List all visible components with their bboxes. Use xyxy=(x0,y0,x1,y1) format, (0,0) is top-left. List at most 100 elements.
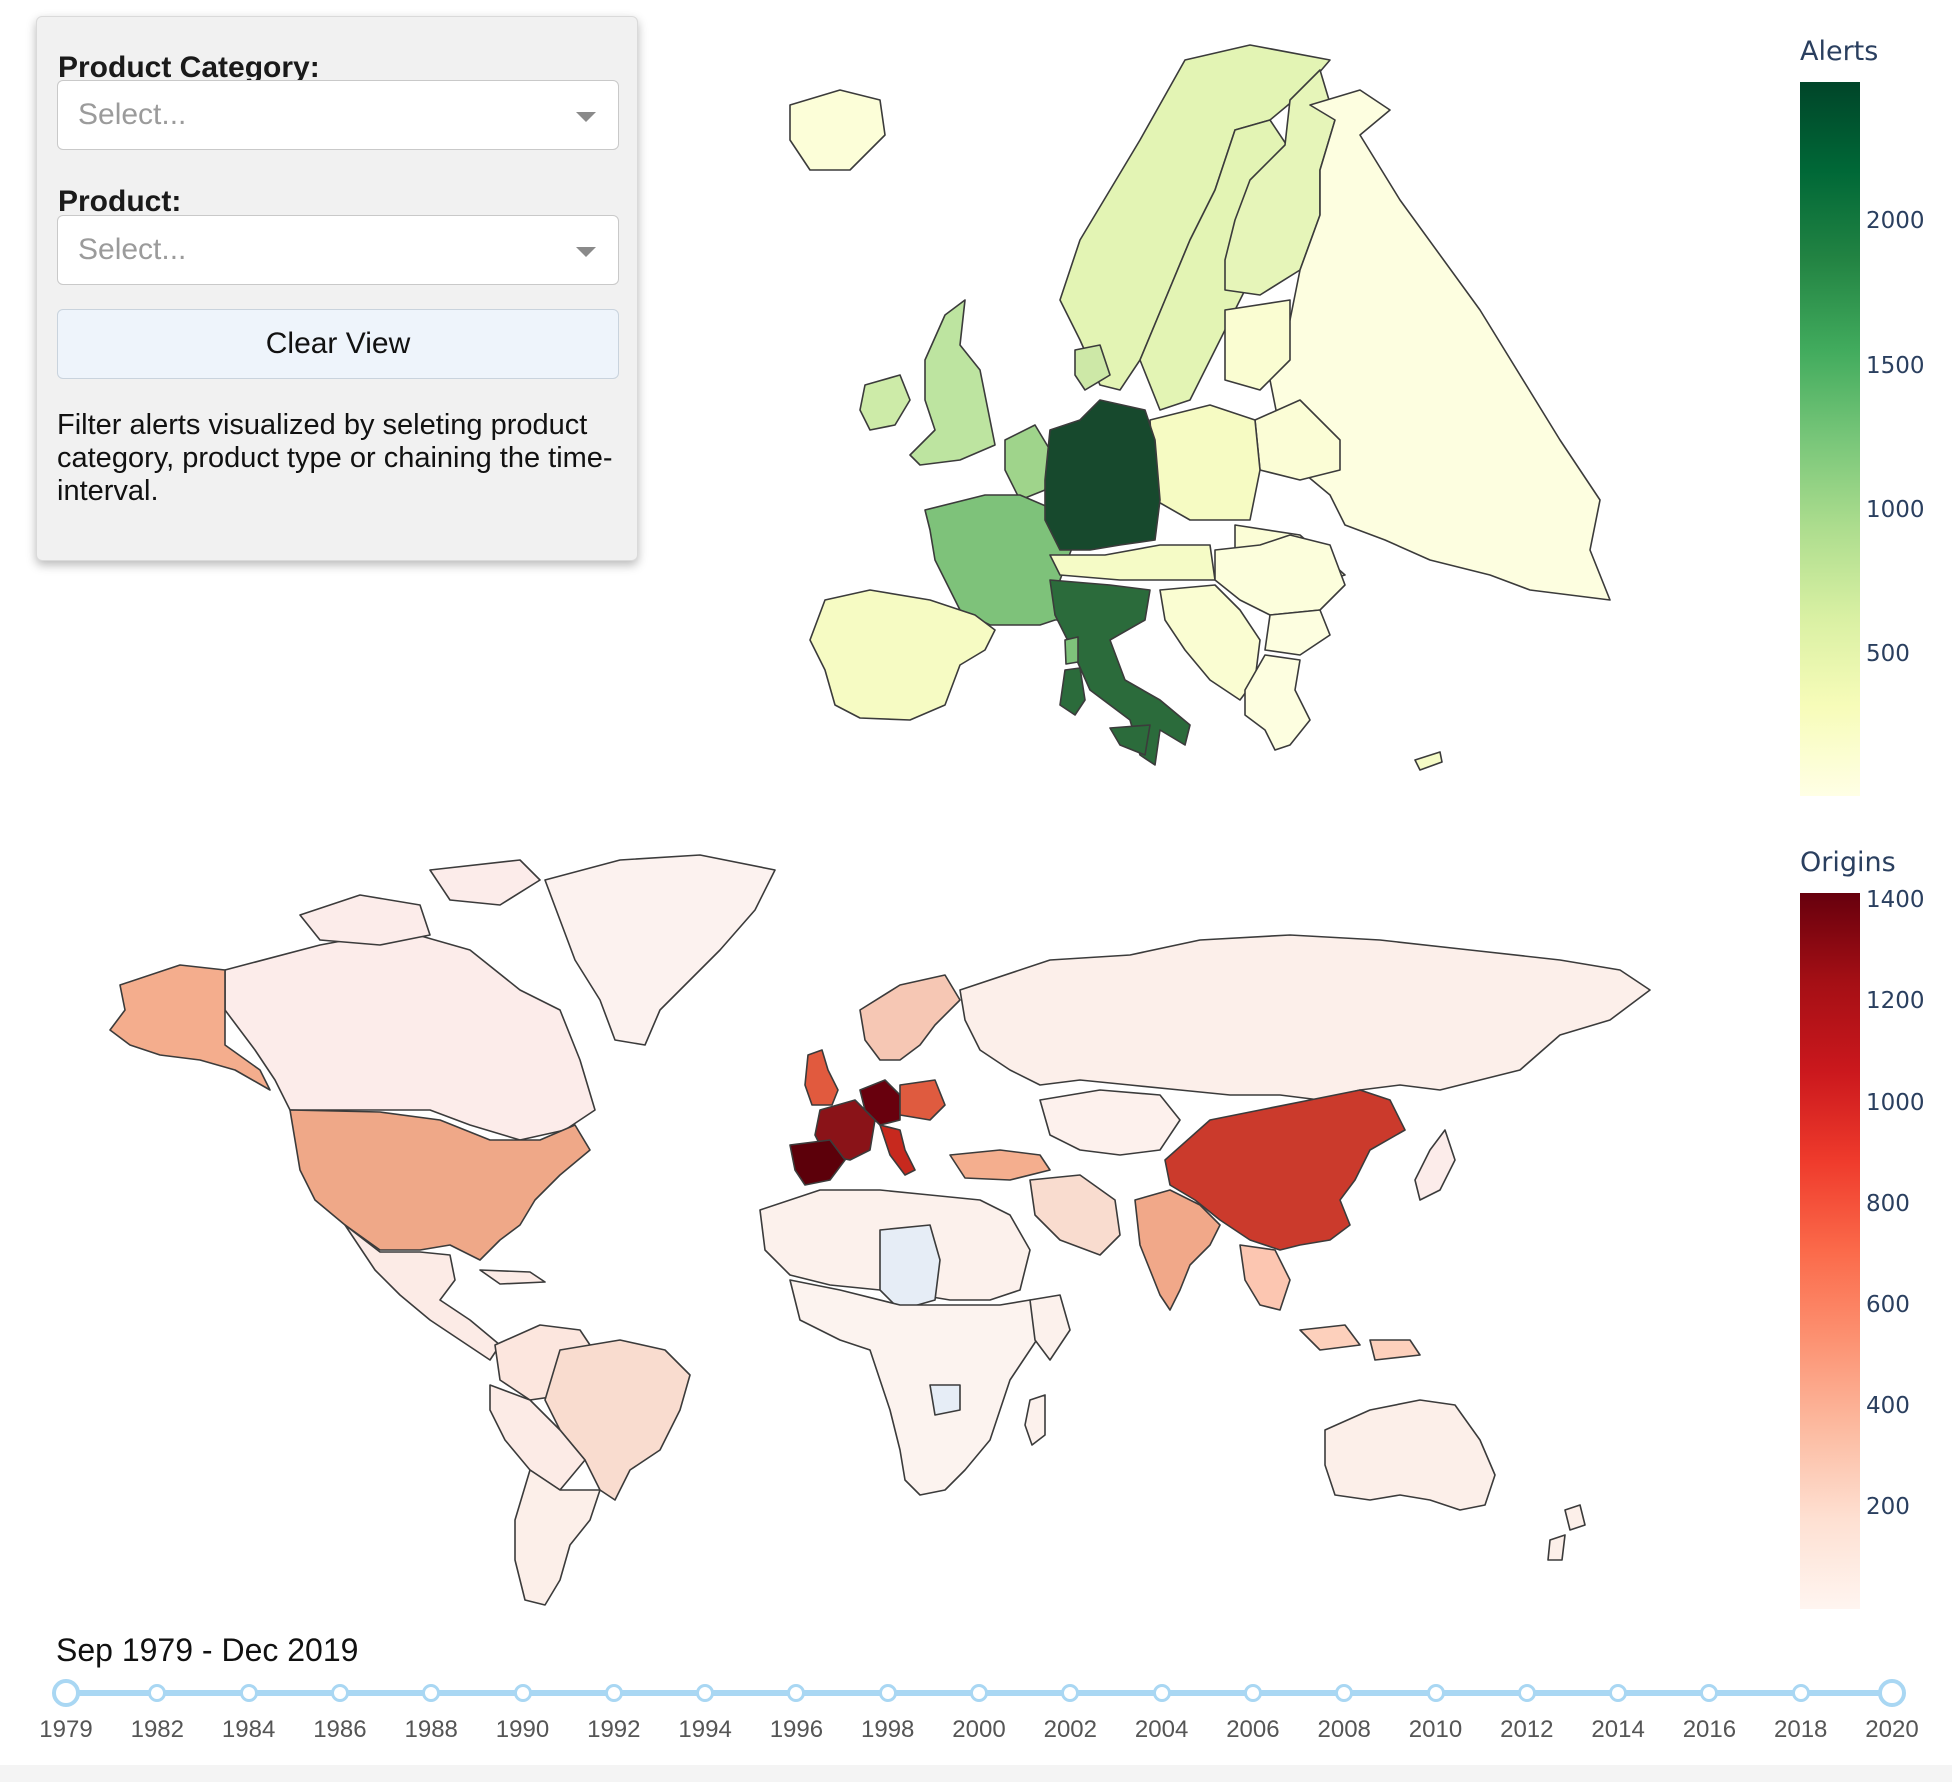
slider-year-mark[interactable] xyxy=(604,1684,623,1702)
map-country-benelux[interactable] xyxy=(1004,424,1051,501)
slider-year-label[interactable]: 2016 xyxy=(1682,1716,1737,1743)
map-country-madagascar[interactable] xyxy=(1024,1394,1046,1446)
alerts-tick: 1000 xyxy=(1866,497,1925,523)
slider-year-label[interactable]: 2018 xyxy=(1773,1716,1828,1743)
map-country-canada-islands[interactable] xyxy=(299,859,541,946)
slider-year-mark[interactable] xyxy=(239,1684,258,1702)
map-country-argentina[interactable] xyxy=(514,1469,601,1606)
slider-year-mark[interactable] xyxy=(970,1684,988,1702)
slider-year-label[interactable]: 1986 xyxy=(313,1716,367,1743)
product-dropdown[interactable]: Select... xyxy=(57,215,619,285)
map-country-russia[interactable] xyxy=(1269,89,1611,601)
map-country-poland-world[interactable] xyxy=(899,1079,946,1121)
map-country-uk-world[interactable] xyxy=(804,1049,839,1106)
alerts-tick: 2000 xyxy=(1866,208,1925,234)
map-country-india[interactable] xyxy=(1134,1189,1221,1311)
map-country-iceland[interactable] xyxy=(789,89,886,171)
slider-year-mark[interactable] xyxy=(1243,1684,1262,1702)
slider-year-label[interactable]: 2000 xyxy=(952,1716,1006,1743)
map-country-cuba[interactable] xyxy=(479,1269,546,1285)
map-country-sahel[interactable] xyxy=(879,1224,941,1311)
slider-year-label[interactable]: 1998 xyxy=(860,1716,915,1743)
map-country-cyprus[interactable] xyxy=(1414,751,1443,771)
map-country-corsica[interactable] xyxy=(1064,636,1079,665)
map-country-baltics[interactable] xyxy=(1224,299,1291,391)
map-country-middle-east[interactable] xyxy=(1029,1174,1121,1256)
map-country-sicily[interactable] xyxy=(1109,724,1151,756)
slider-start-handle[interactable] xyxy=(52,1679,80,1707)
map-country-southeast-asia[interactable] xyxy=(1239,1244,1291,1311)
slider-year-mark[interactable] xyxy=(787,1684,806,1702)
product-placeholder: Select... xyxy=(78,233,187,266)
slider-year-label[interactable]: 1996 xyxy=(769,1716,824,1743)
slider-year-mark[interactable] xyxy=(148,1684,167,1702)
slider-year-mark[interactable] xyxy=(513,1684,532,1702)
slider-year-mark[interactable] xyxy=(1426,1684,1445,1702)
map-country-germany[interactable] xyxy=(1044,399,1161,551)
slider-year-mark[interactable] xyxy=(1791,1684,1810,1702)
slider-year-mark[interactable] xyxy=(422,1684,441,1702)
map-country-central-africa[interactable] xyxy=(789,1279,1051,1496)
map-country-italy-world[interactable] xyxy=(879,1124,916,1176)
slider-year-label[interactable]: 2010 xyxy=(1408,1716,1463,1743)
slider-end-handle[interactable] xyxy=(1878,1679,1906,1707)
slider-year-label[interactable]: 2006 xyxy=(1226,1716,1280,1743)
slider-year-mark[interactable] xyxy=(330,1684,349,1702)
slider-year-label[interactable]: 2014 xyxy=(1591,1716,1645,1743)
slider-year-label[interactable]: 1992 xyxy=(587,1716,641,1743)
map-country-japan[interactable] xyxy=(1414,1129,1456,1201)
slider-year-label[interactable]: 1982 xyxy=(130,1716,184,1743)
slider-year-mark[interactable] xyxy=(1061,1684,1080,1702)
map-country-russia-world[interactable] xyxy=(959,934,1651,1101)
map-country-poland[interactable] xyxy=(1149,404,1261,521)
map-country-china[interactable] xyxy=(1164,1089,1406,1251)
map-country-turkey[interactable] xyxy=(949,1149,1051,1181)
clear-view-button[interactable]: Clear View xyxy=(57,309,619,379)
slider-year-mark[interactable] xyxy=(1700,1684,1719,1702)
slider-year-label[interactable]: 1994 xyxy=(678,1716,732,1743)
slider-year-mark[interactable] xyxy=(878,1684,897,1702)
slider-year-mark[interactable] xyxy=(696,1684,715,1702)
map-country-southern-africa[interactable] xyxy=(929,1384,961,1416)
map-country-spain[interactable] xyxy=(809,589,996,721)
map-country-canada[interactable] xyxy=(224,929,596,1141)
map-country-kazakhstan[interactable] xyxy=(1039,1089,1181,1156)
slider-year-label[interactable]: 2012 xyxy=(1500,1716,1554,1743)
map-country-mexico[interactable] xyxy=(344,1224,501,1361)
map-country-australia[interactable] xyxy=(1324,1399,1496,1511)
product-category-dropdown[interactable]: Select... xyxy=(57,80,619,150)
chevron-down-icon[interactable] xyxy=(576,247,596,257)
map-country-italy[interactable] xyxy=(1049,579,1191,766)
slider-year-label[interactable]: 2008 xyxy=(1317,1716,1371,1743)
map-country-bulgaria[interactable] xyxy=(1264,609,1331,656)
origins-tick: 1000 xyxy=(1866,1090,1925,1116)
map-country-alaska[interactable] xyxy=(109,964,271,1091)
map-country-greece[interactable] xyxy=(1244,654,1311,751)
slider-year-label[interactable]: 1984 xyxy=(221,1716,276,1743)
slider-year-label[interactable]: 2020 xyxy=(1865,1716,1919,1743)
slider-year-mark[interactable] xyxy=(1152,1684,1171,1702)
slider-year-mark[interactable] xyxy=(1609,1684,1628,1702)
map-country-scandinavia-world[interactable] xyxy=(859,974,961,1061)
map-country-new-zealand[interactable] xyxy=(1547,1504,1586,1561)
slider-year-label[interactable]: 2002 xyxy=(1043,1716,1097,1743)
slider-year-mark[interactable] xyxy=(1335,1684,1354,1702)
map-country-denmark[interactable] xyxy=(1074,344,1111,391)
europe-alerts-map[interactable] xyxy=(780,40,1640,800)
map-country-spain-world[interactable] xyxy=(789,1139,846,1186)
map-country-uk[interactable] xyxy=(909,299,996,466)
chevron-down-icon[interactable] xyxy=(576,112,596,122)
slider-year-mark[interactable] xyxy=(1517,1684,1536,1702)
world-origins-map[interactable] xyxy=(100,840,1680,1620)
slider-year-label[interactable]: 1988 xyxy=(404,1716,458,1743)
map-country-germany-world[interactable] xyxy=(859,1079,901,1126)
map-country-romania[interactable] xyxy=(1214,534,1346,616)
map-country-horn-of-africa[interactable] xyxy=(1029,1294,1071,1361)
map-country-sardinia[interactable] xyxy=(1059,667,1086,716)
slider-year-label[interactable]: 1979 xyxy=(39,1716,93,1743)
slider-year-label[interactable]: 1990 xyxy=(495,1716,550,1743)
map-country-greenland[interactable] xyxy=(544,854,776,1046)
map-country-indonesia[interactable] xyxy=(1299,1324,1421,1361)
slider-year-label[interactable]: 2004 xyxy=(1134,1716,1189,1743)
map-country-ireland[interactable] xyxy=(859,374,911,431)
